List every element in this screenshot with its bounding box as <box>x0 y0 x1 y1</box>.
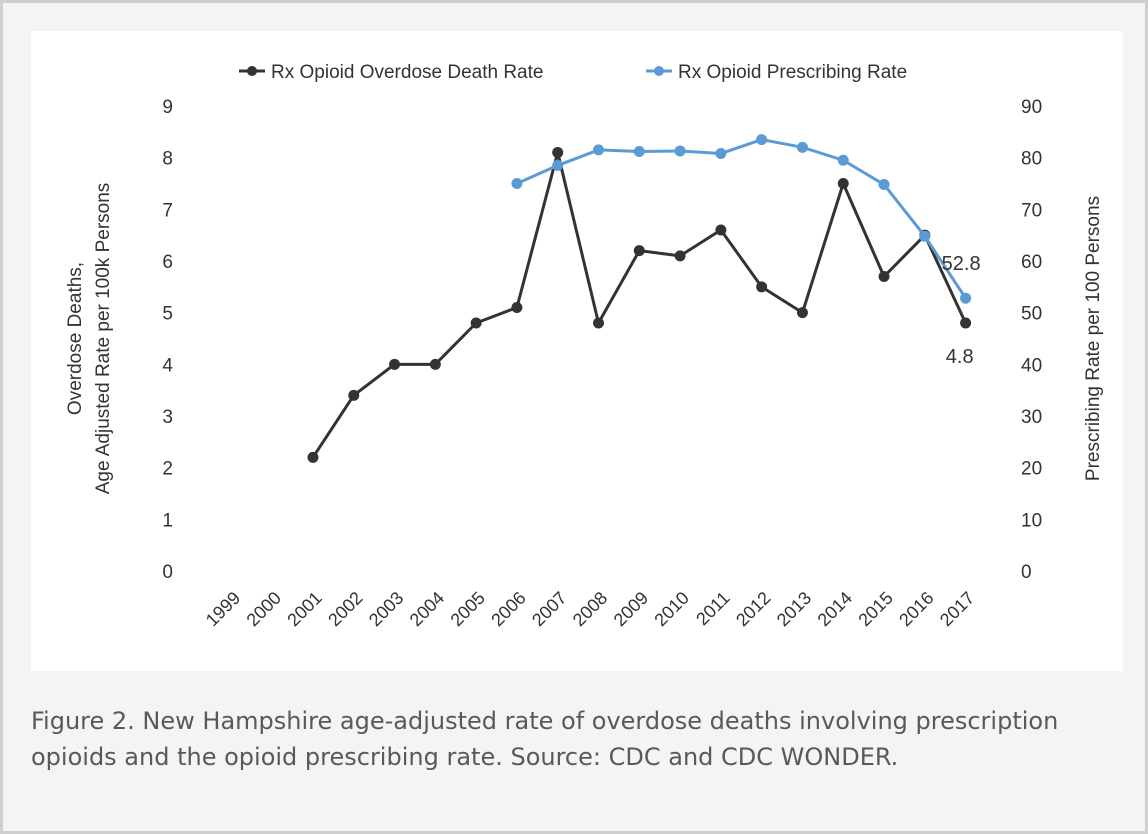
data-point <box>633 245 645 257</box>
x-tick-label: 2004 <box>406 588 448 630</box>
data-point <box>756 134 768 146</box>
data-point <box>960 292 972 304</box>
left-tick-label: 3 <box>162 407 173 428</box>
data-point <box>878 179 890 191</box>
x-tick-label: 2002 <box>324 588 366 630</box>
left-tick-label: 0 <box>162 562 173 583</box>
x-tick-label: 2006 <box>487 588 529 630</box>
data-point <box>470 317 482 329</box>
x-tick-label: 2015 <box>854 588 896 630</box>
data-point <box>919 230 931 242</box>
series-line <box>516 138 967 300</box>
legend-label: Rx Opioid Prescribing Rate <box>678 62 907 83</box>
x-tick-label: 2003 <box>365 588 407 630</box>
x-tick-label: 2009 <box>610 588 652 630</box>
right-tick-label: 10 <box>1021 510 1042 531</box>
right-tick-label: 40 <box>1021 355 1042 376</box>
left-tick-label: 5 <box>162 304 173 325</box>
legend-swatch-marker <box>654 66 664 76</box>
data-point <box>715 148 727 160</box>
x-tick-label: 2014 <box>814 588 856 630</box>
x-tick-label: 2005 <box>447 588 489 630</box>
right-tick-label: 70 <box>1021 200 1042 221</box>
right-tick-label: 30 <box>1021 407 1042 428</box>
data-point <box>511 302 523 313</box>
legend-label: Rx Opioid Overdose Death Rate <box>271 62 543 83</box>
data-point <box>633 145 645 157</box>
series-line <box>311 151 967 459</box>
data-point <box>552 159 564 171</box>
data-point <box>837 178 849 189</box>
right-tick-label: 0 <box>1021 562 1032 583</box>
data-point <box>796 141 808 153</box>
left-axis-title: Overdose Deaths, <box>65 262 86 415</box>
x-tick-label: 2008 <box>569 588 611 630</box>
left-tick-label: 4 <box>162 355 173 376</box>
data-point <box>960 317 972 329</box>
data-point <box>878 271 890 282</box>
left-tick-label: 7 <box>162 200 173 221</box>
x-tick-label: 2013 <box>773 588 815 630</box>
data-label: 52.8 <box>942 253 981 275</box>
data-point <box>715 224 727 236</box>
right-tick-label: 50 <box>1021 304 1042 325</box>
data-point <box>348 389 360 401</box>
left-axis-title: Age Adjusted Rate per 100k Persons <box>93 183 114 495</box>
x-tick-label: 2017 <box>936 588 978 630</box>
x-tick-label: 2007 <box>528 588 570 630</box>
chart-panel: 0 1 2 3 4 5 6 7 8 9 0 10 20 30 40 50 60 70 80 90 Overdose De… <box>31 31 1123 671</box>
left-tick-label: 6 <box>162 252 173 273</box>
x-tick-label: 2011 <box>692 588 734 630</box>
data-point <box>429 358 441 370</box>
data-point <box>796 307 808 319</box>
left-tick-label: 1 <box>162 510 173 531</box>
data-point <box>593 144 604 156</box>
right-tick-label: 20 <box>1021 459 1042 480</box>
right-tick-label: 80 <box>1021 149 1042 170</box>
x-tick-label: 1999 <box>202 588 244 630</box>
data-point <box>674 250 686 262</box>
data-label: 4.8 <box>946 346 974 368</box>
data-point <box>389 358 401 370</box>
left-tick-label: 8 <box>162 149 173 170</box>
right-tick-label: 90 <box>1021 97 1042 118</box>
x-tick-label: 2001 <box>283 588 325 630</box>
x-tick-label: 2000 <box>243 588 285 630</box>
data-point <box>756 281 768 293</box>
left-tick-label: 9 <box>162 97 173 118</box>
x-tick-label: 2016 <box>895 588 937 630</box>
right-axis-title: Prescribing Rate per 100 Persons <box>1083 196 1104 481</box>
data-point <box>593 317 604 329</box>
data-point <box>674 145 686 157</box>
right-tick-label: 60 <box>1021 252 1042 273</box>
data-point <box>837 154 849 166</box>
x-tick-label: 2012 <box>732 588 774 630</box>
data-point <box>552 147 564 158</box>
figure-caption: Figure 2. New Hampshire age-adjusted rat… <box>31 707 1059 771</box>
data-point <box>511 178 523 189</box>
data-point <box>307 451 319 463</box>
left-tick-label: 2 <box>162 459 173 480</box>
legend-swatch-marker <box>247 66 257 76</box>
x-tick-label: 2010 <box>650 588 692 630</box>
